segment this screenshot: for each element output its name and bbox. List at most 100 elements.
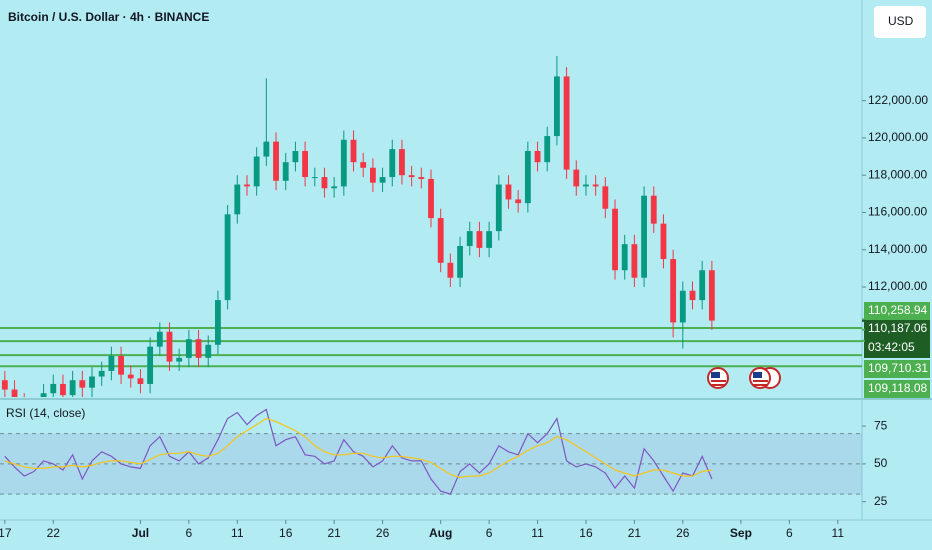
candle-body (234, 184, 241, 215)
candle-body (554, 76, 560, 137)
candle-body (369, 167, 376, 183)
y-tick-label: 75 (874, 418, 888, 432)
candle-body (350, 139, 357, 163)
candle-body (118, 355, 124, 375)
candle-body (215, 300, 221, 345)
x-tick-label: 26 (676, 526, 690, 540)
price-tag (864, 380, 930, 398)
price-tag-label: 109,710.31 (868, 361, 928, 375)
chart-title: Bitcoin / U.S. Dollar · 4h · BINANCE (8, 10, 209, 24)
candle-body (621, 244, 628, 271)
price-tag (864, 302, 930, 320)
candle-body (321, 177, 328, 189)
candle-body (302, 150, 308, 178)
candle-body (563, 76, 570, 170)
event-icon[interactable] (749, 367, 781, 389)
candle-body (641, 195, 647, 278)
candle-body (457, 246, 463, 278)
candle-body (515, 199, 522, 204)
candle-body (50, 383, 57, 394)
x-tick-label: 11 (231, 526, 244, 540)
x-tick-label: Sep (730, 526, 752, 540)
main-pane (0, 55, 862, 397)
x-tick-label: Aug (429, 526, 452, 540)
candle-body (476, 231, 483, 248)
currency-button-label[interactable]: USD (888, 14, 914, 28)
candle-body (205, 344, 212, 358)
candle-body (534, 150, 541, 163)
price-tag-label: 110,258.94 (868, 303, 927, 317)
candle-body (447, 262, 454, 278)
rsi-pane (0, 408, 862, 495)
candle-body (408, 175, 415, 178)
candle-body (195, 339, 202, 358)
y-tick-label: 112,000.00 (868, 279, 927, 293)
event-icon[interactable] (707, 367, 729, 389)
candle-body (524, 150, 531, 204)
candle-body (699, 270, 706, 301)
candle-body (466, 231, 473, 247)
candle-body (137, 378, 144, 384)
candle-body (602, 186, 609, 209)
price-tag (864, 320, 930, 358)
candle-body (40, 393, 47, 397)
x-tick-label: 17 (0, 526, 12, 540)
y-tick-label: 118,000.00 (868, 167, 927, 181)
candle-body (544, 136, 551, 163)
candle-body (495, 184, 502, 232)
candle-body (127, 374, 134, 379)
price-tag-label: 109,118.08 (868, 381, 927, 395)
candle-body (224, 214, 231, 301)
candle-body (282, 162, 289, 181)
candle-body (708, 270, 715, 321)
x-tick-label: 16 (579, 526, 593, 540)
candle-body (263, 141, 270, 157)
x-tick-label: 21 (327, 526, 341, 540)
candle-body (176, 357, 183, 362)
y-tick-label: 25 (874, 494, 888, 508)
candle-body (108, 355, 115, 371)
candle-body (399, 149, 405, 176)
candle-body (98, 370, 105, 377)
candle-body (166, 331, 173, 362)
candle-body (428, 178, 434, 219)
x-tick-label: 21 (628, 526, 642, 540)
candle-body (573, 169, 580, 187)
candle-body (583, 184, 589, 187)
candle-body (612, 208, 618, 271)
x-tick-label: 22 (47, 526, 61, 540)
price-countdown: 03:42:05 (868, 340, 915, 354)
x-tick-label: 11 (531, 526, 544, 540)
price-tag-label: 110,187.06 (868, 321, 927, 335)
candle-body (1, 380, 8, 390)
x-tick-label: 16 (279, 526, 293, 540)
candle-body (418, 177, 425, 179)
candle-body (69, 380, 76, 396)
candle-body (185, 339, 192, 358)
candle-body (11, 389, 18, 397)
candle-body (437, 218, 444, 263)
candle-body (253, 156, 260, 187)
candle-body (379, 177, 386, 183)
currency-button[interactable] (874, 6, 926, 38)
candle-body (340, 139, 347, 187)
candle-body (60, 383, 66, 396)
rsi-line (4, 408, 713, 495)
y-tick-label: 114,000.00 (868, 242, 927, 256)
candle-body (79, 380, 86, 388)
candle-body (331, 186, 338, 189)
candle-body (244, 184, 250, 187)
rsi-line (4, 417, 712, 479)
candle-body (292, 150, 299, 163)
candle-body (631, 244, 638, 278)
candle-body (650, 195, 657, 224)
candle-body (689, 290, 696, 301)
candle-body (670, 259, 677, 323)
x-tick-label: 6 (486, 526, 493, 540)
candle-body (679, 290, 686, 323)
x-tick-label: 11 (832, 526, 845, 540)
rsi-band (0, 433, 862, 495)
